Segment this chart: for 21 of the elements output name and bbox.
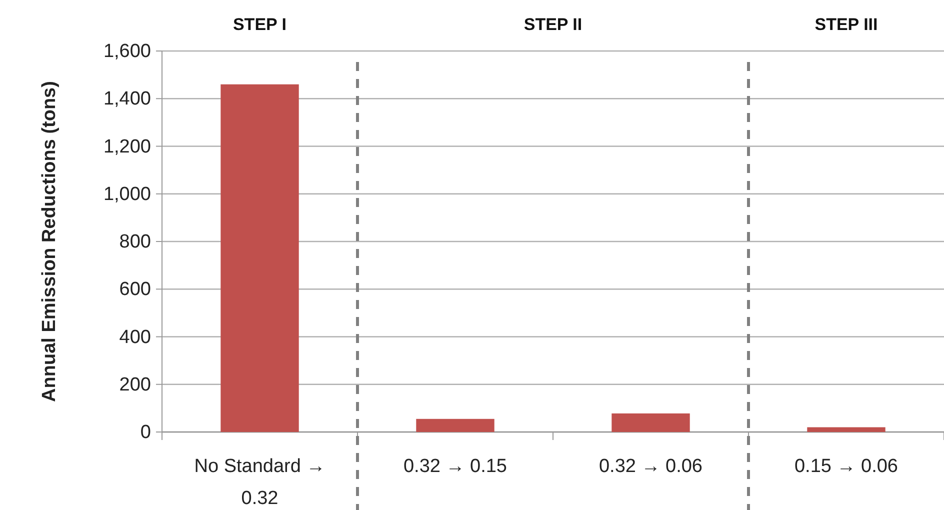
text: STEP II xyxy=(524,15,582,34)
text: STEP I xyxy=(232,15,287,34)
bar xyxy=(416,418,494,432)
y-tick-label: 600 xyxy=(119,279,151,300)
y-tick-label: 1,000 xyxy=(103,184,151,205)
x-tick-label: 0.32 → 0.06 xyxy=(598,456,703,477)
y-tick-label: 800 xyxy=(119,232,151,253)
x-tick-label: No Standard → 0.32 xyxy=(194,456,326,509)
y-tick-label: 0 xyxy=(140,422,151,444)
x-tick-label: 0.32 → 0.15 xyxy=(403,456,508,477)
y-tick-label: 400 xyxy=(119,326,151,348)
bar xyxy=(807,427,886,432)
y-tick-label: 1,400 xyxy=(103,88,151,110)
x-tick-label: 0.15 → 0.06 xyxy=(794,456,898,477)
text: STEP III xyxy=(814,15,878,34)
bar xyxy=(220,84,299,432)
y-tick-label: 200 xyxy=(119,374,151,396)
y-tick-label: 1,200 xyxy=(103,136,151,158)
y-tick-label: 1,600 xyxy=(103,41,151,62)
y-axis-title: Annual Emission Reductions (tons) xyxy=(39,81,60,402)
bar xyxy=(612,413,690,432)
